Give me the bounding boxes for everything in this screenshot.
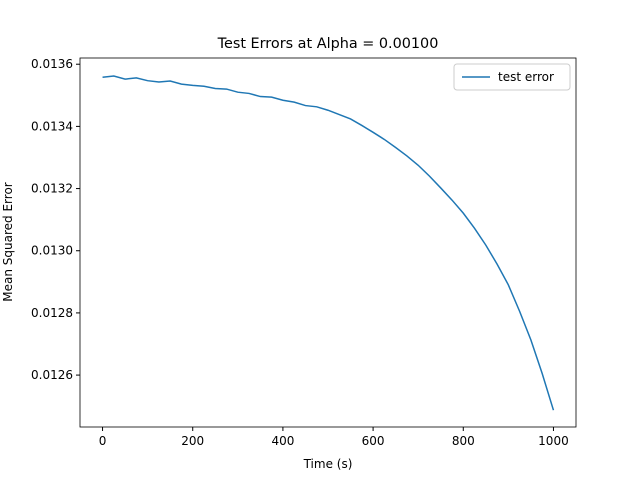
chart-title: Test Errors at Alpha = 0.00100 bbox=[217, 36, 439, 52]
data-line bbox=[102, 75, 555, 411]
y-tick-label: 0.0132 bbox=[31, 182, 73, 196]
y-tick-label: 0.0136 bbox=[31, 57, 73, 71]
y-axis-label: Mean Squared Error bbox=[1, 182, 15, 302]
x-tick-label: 600 bbox=[362, 434, 385, 448]
x-tick-label: 200 bbox=[181, 434, 204, 448]
legend-box bbox=[453, 63, 571, 91]
y-tick-label: 0.0130 bbox=[31, 244, 73, 258]
y-tick-label: 0.0128 bbox=[31, 306, 73, 320]
x-axis-label: Time (s) bbox=[303, 457, 353, 471]
x-tick-label: 0 bbox=[99, 434, 107, 448]
y-tick-label: 0.0134 bbox=[31, 119, 73, 133]
x-tick-label: 1000 bbox=[538, 434, 569, 448]
x-tick-label: 400 bbox=[271, 434, 294, 448]
legend-label: test error bbox=[498, 70, 554, 84]
y-tick-label: 0.0126 bbox=[31, 368, 73, 382]
x-tick-label: 800 bbox=[452, 434, 475, 448]
plot-frame bbox=[79, 57, 577, 428]
